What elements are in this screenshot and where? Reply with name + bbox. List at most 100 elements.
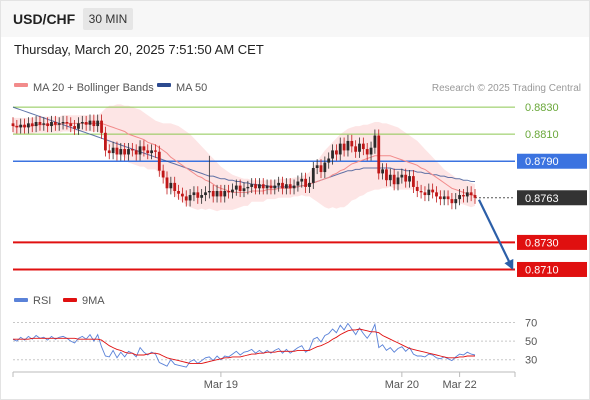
level-label-0.8830: 0.8830 <box>525 102 559 114</box>
candle-body <box>435 192 438 197</box>
candle-body <box>200 195 204 198</box>
candle-body <box>431 189 435 193</box>
candle-body <box>311 168 315 183</box>
candle-body <box>296 181 300 186</box>
candle-body <box>269 185 273 189</box>
candle-body <box>469 192 473 196</box>
candle-body <box>415 186 419 191</box>
candle-body <box>100 120 103 133</box>
bollinger-band-fill <box>13 104 475 212</box>
rsi-tick-50: 50 <box>525 336 537 348</box>
candle-body <box>134 150 138 155</box>
candle-body <box>123 149 127 155</box>
candle-body <box>223 191 227 197</box>
ma50-legend-swatch <box>157 83 171 87</box>
candle-body <box>111 147 115 154</box>
candle-body <box>42 123 46 125</box>
level-tag-0.8790 <box>517 153 587 169</box>
level-tag-0.8730 <box>517 234 587 250</box>
candle-body <box>354 146 358 152</box>
rsi-ma-line <box>13 328 475 364</box>
candle-body <box>250 184 254 187</box>
candle-body <box>323 162 327 173</box>
candle-body <box>119 149 123 155</box>
candle-body <box>408 176 411 182</box>
candle-body <box>315 165 319 168</box>
rsi-gridlines: 30 50 70 <box>13 317 537 367</box>
candle-body <box>458 195 461 200</box>
candle-body <box>181 193 184 197</box>
candle-body <box>19 124 23 128</box>
candle-body <box>246 186 250 189</box>
candle-body <box>377 135 381 174</box>
ma50-legend-label: MA 50 <box>176 82 207 94</box>
candle-body <box>161 170 165 178</box>
candle-body <box>446 196 450 200</box>
candle-body <box>30 123 34 127</box>
candle-body <box>219 191 223 197</box>
candle-body <box>319 165 323 173</box>
candle-body <box>127 149 130 155</box>
candle-body <box>227 191 230 193</box>
candle-body <box>23 124 26 128</box>
candle-body <box>157 151 161 171</box>
candle-body <box>188 195 192 201</box>
candle-body <box>454 199 458 204</box>
candle-body <box>234 185 238 190</box>
candle-body <box>358 143 361 152</box>
candle-body <box>96 120 100 127</box>
rsi-tick-30: 30 <box>525 355 537 367</box>
rsi-legend-swatch <box>14 298 28 302</box>
forecast-arrow-group <box>478 199 514 270</box>
candle-body <box>107 150 111 154</box>
research-credit: Research © 2025 Trading Central <box>432 83 581 94</box>
main-legend: MA 20 + Bollinger Bands MA 50 Research ©… <box>14 82 581 94</box>
x-tick-label: Mar 20 <box>385 379 419 391</box>
candle-body <box>350 140 354 147</box>
candle-body <box>61 122 65 124</box>
candle-body <box>265 185 269 189</box>
candle-body <box>412 176 415 187</box>
candle-body <box>215 191 219 197</box>
level-label-0.8763: 0.8763 <box>525 193 559 205</box>
x-tick-label: Mar 19 <box>204 379 238 391</box>
candle-body <box>184 196 188 201</box>
candle-body <box>427 189 431 196</box>
candle-body <box>273 185 277 189</box>
symbol-title: USD/CHF <box>13 11 76 27</box>
candle-body <box>192 192 196 196</box>
candle-body <box>335 150 338 155</box>
candle-body <box>196 192 200 198</box>
level-label-0.8810: 0.8810 <box>525 129 559 141</box>
rsi-line <box>12 322 476 368</box>
candle-body <box>38 122 42 125</box>
level-label-0.8710: 0.8710 <box>525 264 559 276</box>
candle-body <box>373 135 377 148</box>
candle-body <box>92 120 96 127</box>
candle-body <box>300 178 304 182</box>
rsi-ma-legend-swatch <box>63 298 77 302</box>
x-axis: Mar 19 Mar 20 Mar 22 <box>12 371 516 391</box>
candle-body <box>130 149 134 151</box>
candle-body <box>308 182 311 187</box>
candle-body <box>34 122 38 127</box>
candle-body <box>242 188 246 191</box>
candle-body <box>57 123 61 125</box>
candle-body <box>115 147 119 155</box>
bollinger-band <box>13 104 475 212</box>
chart-header: USD/CHF 30 MIN <box>1 1 589 37</box>
candle-body <box>288 184 292 189</box>
timeframe-button[interactable]: 30 MIN <box>83 8 133 30</box>
candle-body <box>73 126 76 129</box>
candle-body <box>342 143 346 151</box>
candle-body <box>284 184 288 189</box>
candle-body <box>438 196 442 200</box>
candle-body <box>142 146 146 151</box>
candle-body <box>11 123 15 127</box>
candle-body <box>338 143 342 155</box>
candle-body <box>69 123 73 127</box>
candle-body <box>27 123 30 128</box>
candle-body <box>154 150 157 152</box>
candle-body <box>281 182 284 189</box>
